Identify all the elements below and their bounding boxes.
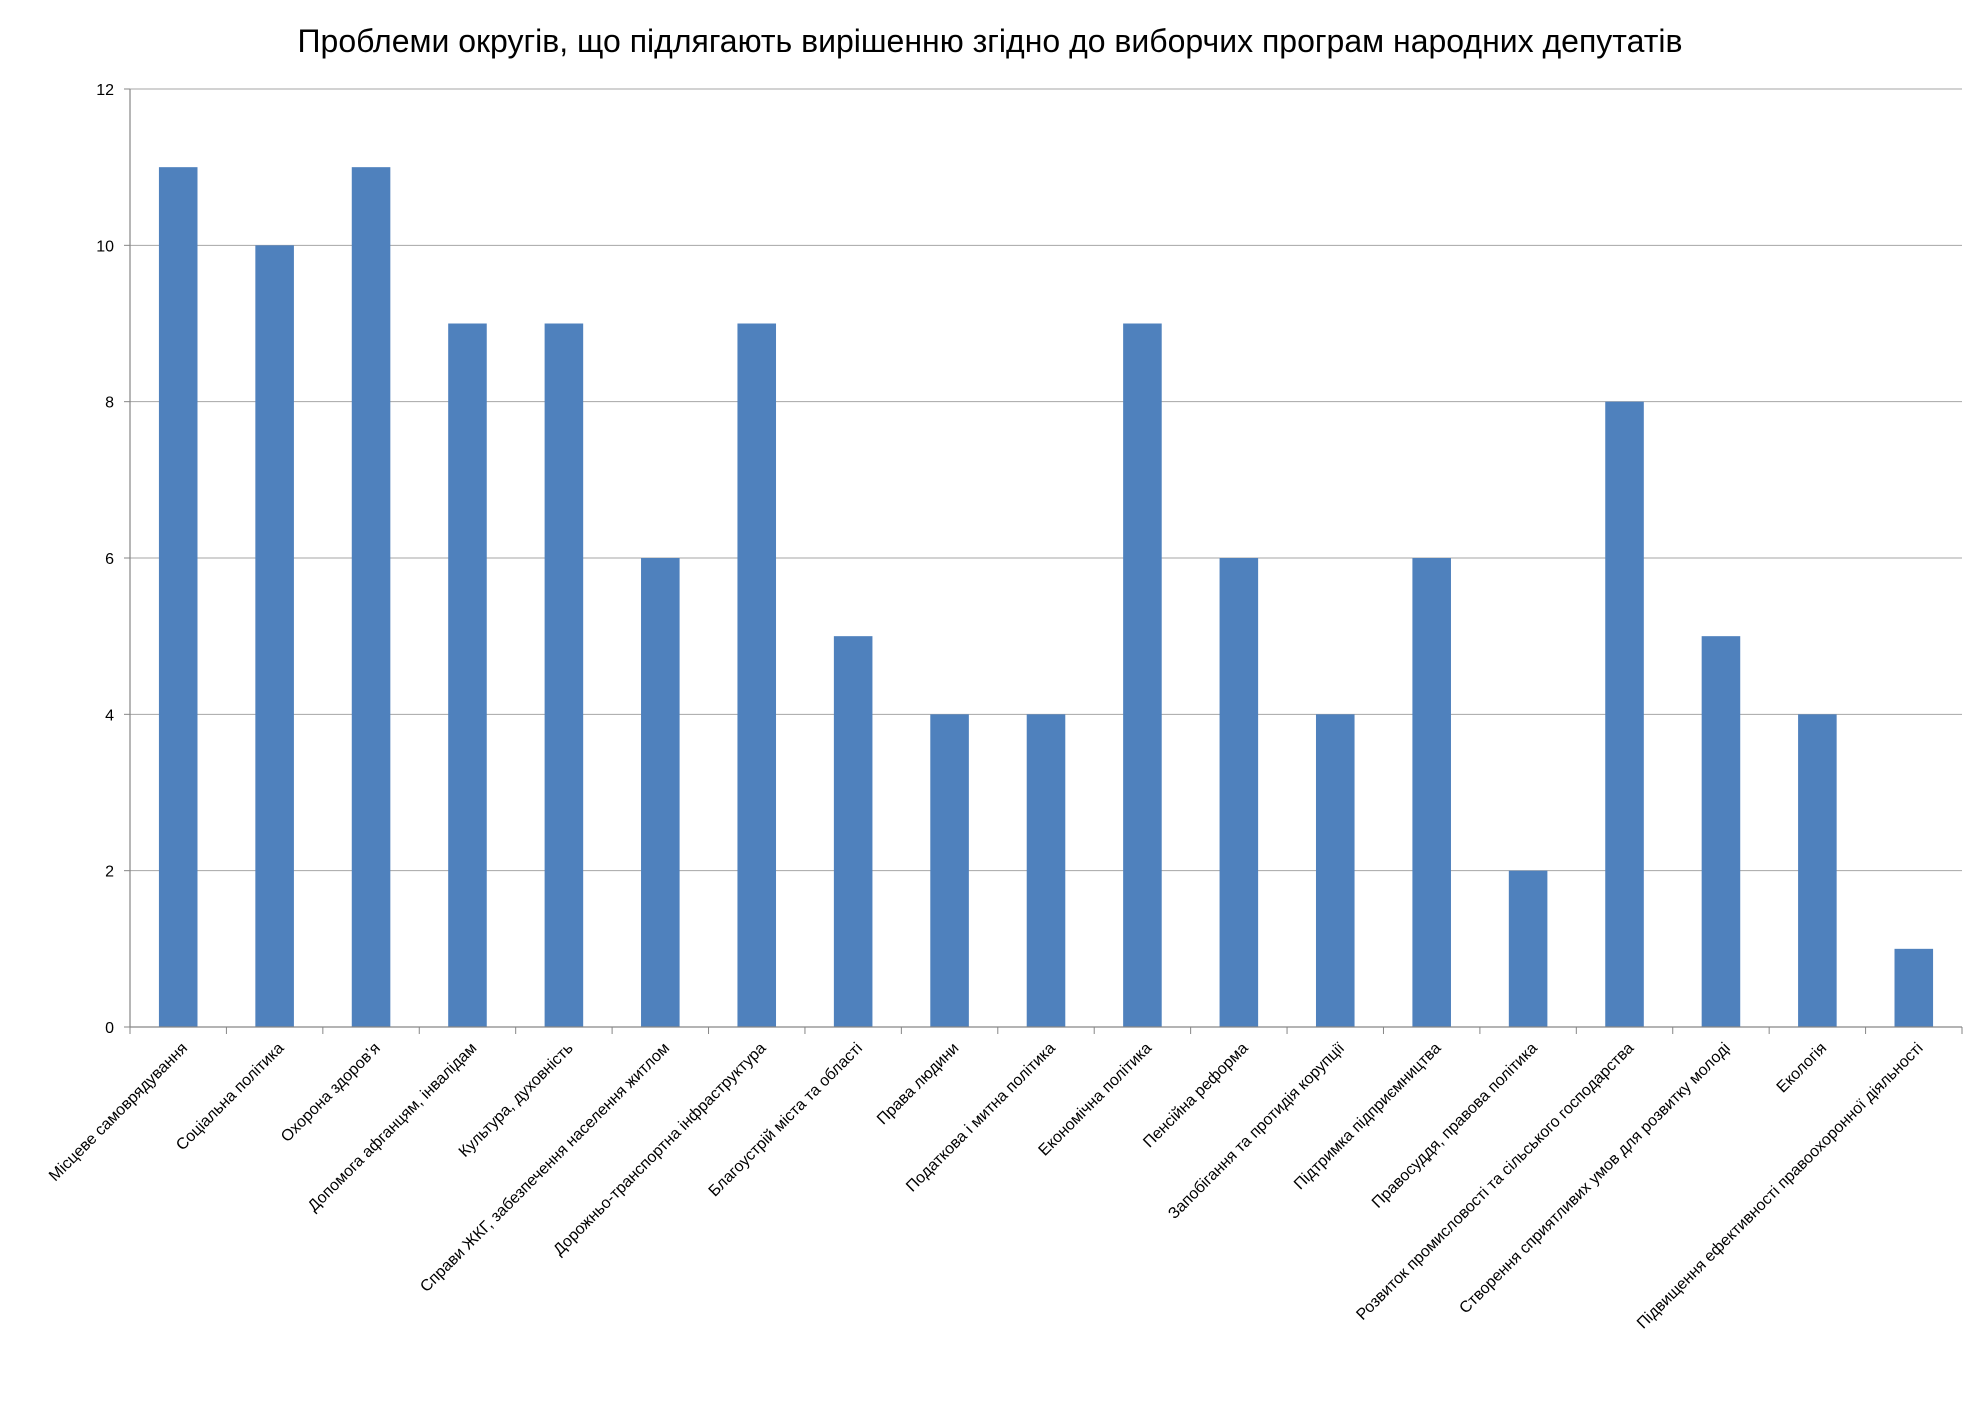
axes [124, 88, 1963, 1034]
y-tick-label: 12 [96, 82, 114, 99]
x-tick-label: Запобігання та протидія корупції [1165, 1039, 1348, 1222]
x-tick-label: Соціальна політика [173, 1040, 287, 1154]
bar [1798, 714, 1837, 1027]
bar [1894, 948, 1934, 1027]
bar [1315, 714, 1355, 1027]
bar [255, 245, 294, 1028]
bar [1412, 558, 1451, 1027]
bar [448, 323, 487, 1027]
y-tick-label: 4 [105, 707, 114, 724]
x-tick-label: Екологія [1774, 1040, 1830, 1096]
bar [544, 323, 584, 1027]
bar [1219, 558, 1259, 1027]
x-tick-label: Пенсійна реформа [1140, 1040, 1251, 1151]
x-tick-label: Охорона здоров’я [278, 1040, 384, 1146]
bar [158, 167, 198, 1027]
y-axis-ticks: 0 2 4 6 8 10 12 [96, 82, 114, 1037]
x-tick-label: Допомога афганцям, інвалідам [305, 1040, 480, 1215]
gridlines [130, 88, 1962, 872]
bar [351, 167, 391, 1027]
bar [1123, 323, 1162, 1027]
bar [641, 558, 680, 1027]
bar [1026, 714, 1066, 1027]
bar [1701, 636, 1741, 1027]
y-tick-label: 10 [96, 238, 114, 255]
bars [158, 167, 1934, 1028]
x-tick-label: Дорожньо-транспортна інфраструктура [550, 1040, 769, 1259]
y-tick-label: 6 [105, 551, 114, 568]
x-tick-label: Економічна політика [1036, 1040, 1156, 1160]
x-tick-label: Благоустрій міста та області [706, 1040, 866, 1200]
y-tick-label: 0 [105, 1020, 114, 1037]
y-tick-label: 8 [105, 395, 114, 412]
bar [930, 714, 969, 1027]
bar [1605, 401, 1644, 1028]
bar [737, 323, 777, 1027]
bar [833, 636, 873, 1027]
bar [1508, 870, 1548, 1027]
y-tick-label: 2 [105, 864, 114, 881]
x-tick-label: Правосуддя, правова політика [1369, 1040, 1541, 1212]
x-tick-label: Права людини [874, 1040, 962, 1128]
x-tick-label: Місцеве самоврядування [46, 1040, 191, 1185]
chart-title: Проблеми округів, що підлягають вирішенн… [298, 23, 1683, 59]
